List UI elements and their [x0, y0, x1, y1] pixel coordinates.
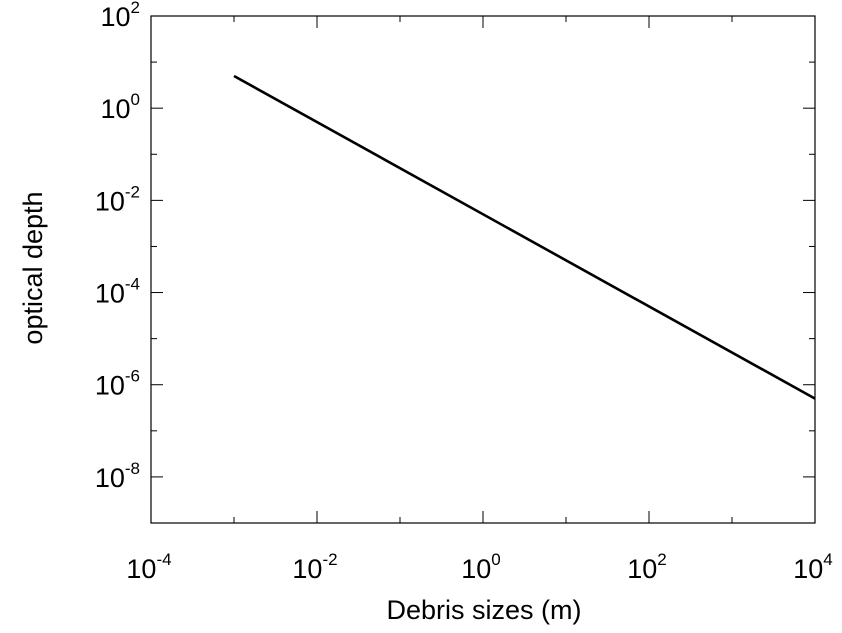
x-tick-label: 104 [793, 550, 833, 584]
y-axis-label: optical depth [18, 191, 48, 344]
x-axis-label: Debris sizes (m) [386, 595, 581, 625]
plot-frame [150, 15, 816, 524]
x-tick-label: 10-2 [292, 550, 337, 584]
major-ticks [150, 15, 816, 523]
y-tick-label: 10-4 [95, 275, 140, 309]
x-tick-label: 100 [461, 550, 501, 584]
plot-area-frame [150, 15, 816, 524]
series-lines [233, 74, 816, 400]
minor-ticks [151, 16, 815, 524]
y-tick-label: 10-8 [95, 459, 140, 493]
y-tick-labels: 10-8 10-6 10-4 10-2 100 102 [95, 0, 140, 493]
x-tick-label: 10-4 [126, 550, 171, 584]
x-tick-labels: 10-4 10-2 100 102 104 [126, 550, 832, 584]
x-tick-label: 102 [627, 550, 667, 584]
y-tick-label: 102 [100, 0, 140, 32]
y-tick-label: 10-2 [95, 182, 140, 216]
y-tick-label: 10-6 [95, 367, 140, 401]
series-line [233, 74, 816, 400]
y-tick-label: 100 [100, 90, 140, 124]
